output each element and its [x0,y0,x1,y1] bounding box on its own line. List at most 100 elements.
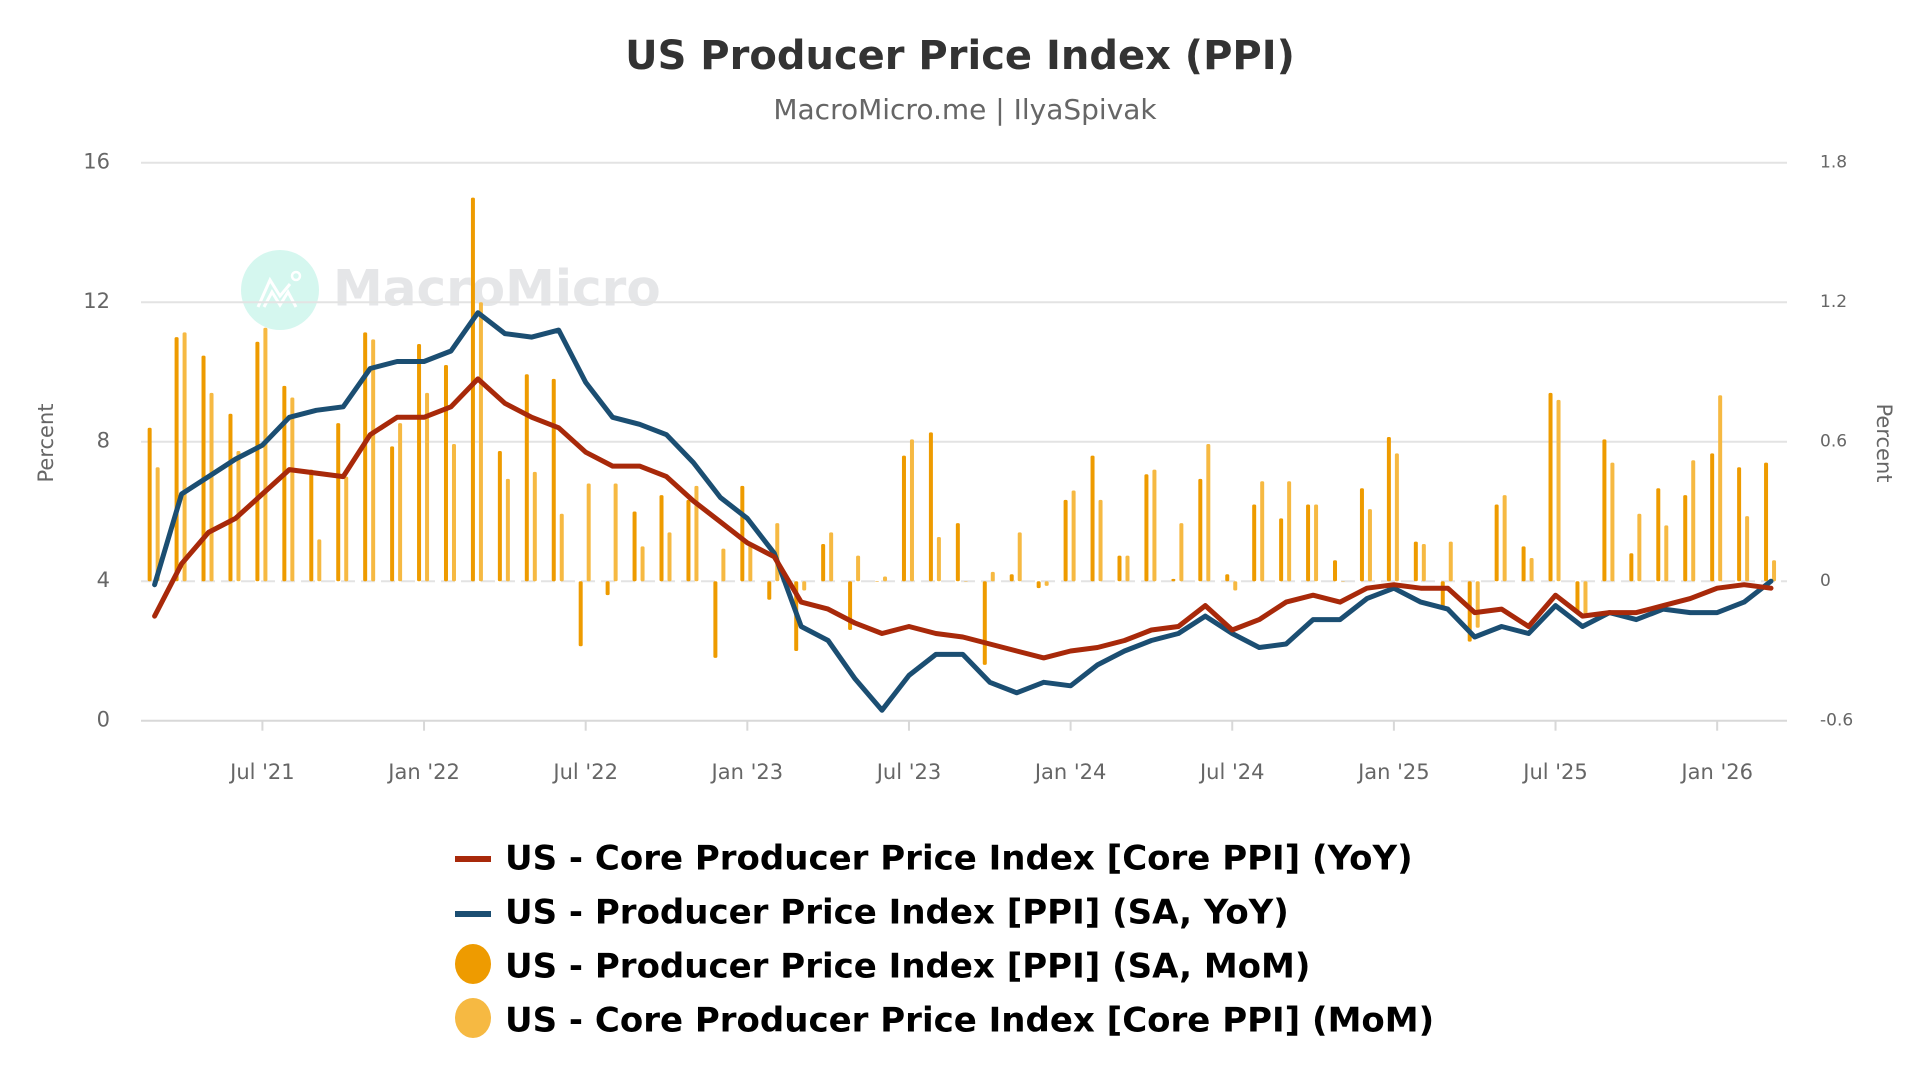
watermark-logo-chart2-icon [262,288,298,308]
bar-core-ppi-mom [1610,462,1615,582]
bar-core-ppi-mom [640,546,645,582]
bar-ppi-mom [1198,478,1203,582]
bar-ppi-mom [1009,574,1014,582]
bar-ppi-mom [309,469,314,582]
bar-ppi-mom [1279,518,1284,582]
bar-core-ppi-mom [1179,523,1184,582]
bar-ppi-mom [875,581,880,582]
bar-core-ppi-mom [1394,453,1399,582]
legend-item-ppi-mom[interactable]: US - Producer Price Index [PPI] (SA, MoM… [455,944,1310,987]
bar-core-ppi-mom [1691,460,1696,582]
bar-ppi-mom [740,485,745,582]
right-tick-label: 0.6 [1820,432,1847,452]
bar-core-ppi-mom [1341,581,1346,582]
bar-ppi-mom [1359,488,1364,582]
bar-core-ppi-mom [1152,469,1157,582]
watermark-logo-icon [241,250,319,330]
bar-core-ppi-mom [1044,581,1049,586]
left-tick-label: 12 [83,289,110,313]
bar-ppi-mom [1333,560,1338,582]
legend-item-core-ppi-yoy[interactable]: US - Core Producer Price Index [Core PPI… [455,839,1413,879]
bar-core-ppi-mom [371,339,376,582]
right-axis: -0.6 0 0.6 1.2 1.8 [1820,153,1853,731]
bar-ppi-mom [255,341,260,582]
bar-core-ppi-mom [344,476,349,582]
left-tick-label: 0 [97,708,110,732]
x-axis: Jul '21 Jan '22 Jul '22 Jan '23 Jul '23 Jan '… [141,719,1787,784]
legend-circle-marker-icon [455,944,491,984]
chart-title: US Producer Price Index (PPI) [625,33,1295,79]
bar-core-ppi-mom [559,513,564,582]
bar-core-ppi-mom [856,555,861,582]
bar-core-ppi-mom [1448,541,1453,582]
x-tick-label: Jul '22 [551,760,618,784]
bar-core-ppi-mom [290,397,295,582]
bar-core-ppi-mom [1421,544,1426,582]
bar-ppi-mom [1036,581,1041,589]
left-tick-label: 8 [97,429,110,453]
right-axis-label: Percent [1872,403,1896,482]
x-tick-label: Jan '26 [1679,760,1753,784]
right-tick-label: 1.2 [1820,292,1847,312]
bar-core-ppi-mom [155,467,160,582]
legend-item-core-ppi-mom[interactable]: US - Core Producer Price Index [Core PPI… [455,998,1434,1041]
bar-ppi-mom [147,427,152,582]
bar-ppi-mom [201,355,206,582]
bar-ppi-mom [443,364,448,582]
bar-core-ppi-mom [1314,504,1319,582]
bar-ppi-mom [955,523,960,582]
legend: US - Core Producer Price Index [Core PPI… [455,839,1434,1041]
bar-core-ppi-mom [1206,444,1211,582]
x-tick-label: Jul '21 [228,760,295,784]
bar-core-ppi-mom [1583,581,1588,617]
bar-core-ppi-mom [667,532,672,582]
bar-ppi-mom [1629,553,1634,582]
bar-ppi-mom [1386,437,1391,582]
watermark: MacroMicro [241,250,661,330]
line-ppi-yoy [152,310,1774,713]
bar-ppi-mom [1521,546,1526,582]
bar-ppi-mom [470,197,475,582]
bar-core-ppi-mom [478,302,483,582]
bar-ppi-mom [1144,474,1149,582]
bar-core-ppi-mom [963,581,968,582]
bar-core-ppi-mom [1125,555,1130,582]
bar-core-ppi-mom [1637,513,1642,582]
gridlines [141,161,1787,583]
bar-core-ppi-mom [748,544,753,582]
bar-ppi-mom [1225,574,1230,582]
bar-ppi-mom [1548,392,1553,582]
bar-core-ppi-mom [1718,395,1723,582]
x-tick-label: Jan '24 [1033,760,1107,784]
bar-ppi-mom [1063,499,1068,582]
bar-core-ppi-mom [1260,481,1265,582]
x-tick-label: Jan '25 [1356,760,1430,784]
bar-ppi-mom [1602,439,1607,582]
bar-core-ppi-mom [1772,560,1777,582]
left-tick-label: 4 [97,568,110,592]
left-axis: 0 4 8 12 16 [83,150,110,732]
bar-core-ppi-mom [1098,499,1103,582]
bar-ppi-mom [1090,455,1095,582]
legend-label: US - Producer Price Index [PPI] (SA, MoM… [505,947,1310,987]
line-core-ppi-yoy [152,376,1774,661]
bar-ppi-mom [1252,504,1257,582]
x-tick-label: Jul '23 [875,760,942,784]
legend-item-ppi-yoy[interactable]: US - Producer Price Index [PPI] (SA, YoY… [455,893,1289,933]
bar-core-ppi-mom [936,537,941,582]
bar-ppi-mom [821,544,826,582]
bar-ppi-mom [659,495,664,582]
bar-ppi-mom [390,446,395,582]
bar-ppi-mom [982,581,987,665]
bar-ppi-mom [228,413,233,582]
bar-core-ppi-mom [532,471,537,582]
bar-ppi-mom [1494,504,1499,582]
bar-ppi-mom [1710,453,1715,582]
legend-label: US - Core Producer Price Index [Core PPI… [505,1001,1434,1041]
bar-ppi-mom [282,385,287,582]
bar-core-ppi-mom [1502,495,1507,582]
bar-core-ppi-mom [694,485,699,582]
bar-core-ppi-mom [209,392,214,582]
bar-ppi-mom [1306,504,1311,582]
bar-ppi-mom [1117,555,1122,582]
